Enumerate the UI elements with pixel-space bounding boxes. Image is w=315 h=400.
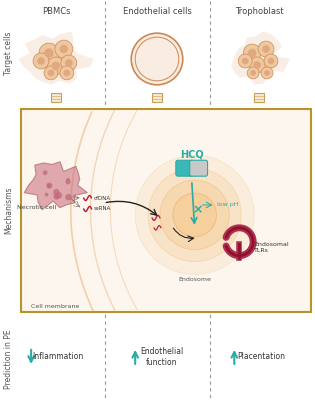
Circle shape [262,45,270,53]
Circle shape [248,49,256,57]
Text: Endosomal
TLRs: Endosomal TLRs [254,242,289,253]
Circle shape [249,57,265,73]
Circle shape [173,193,216,237]
Text: Endothelial
function: Endothelial function [140,347,184,367]
Circle shape [45,193,49,196]
Circle shape [264,70,270,76]
Circle shape [268,58,274,64]
Circle shape [160,180,229,250]
Circle shape [56,192,62,199]
Circle shape [264,54,278,68]
Text: low pH: low pH [217,202,239,208]
FancyBboxPatch shape [176,160,194,176]
Text: Target cells: Target cells [4,31,13,75]
Text: Cell membrane: Cell membrane [31,304,79,309]
Circle shape [60,66,74,80]
Circle shape [258,41,274,57]
Circle shape [253,61,261,69]
Circle shape [47,57,65,75]
Circle shape [135,155,254,274]
Circle shape [66,179,71,184]
Text: Endosome: Endosome [178,278,211,282]
Circle shape [131,33,183,85]
Text: cfDNA: cfDNA [94,196,111,200]
Circle shape [148,168,241,262]
Polygon shape [24,162,88,210]
Circle shape [243,44,261,62]
Circle shape [60,45,68,53]
Circle shape [46,182,52,189]
Circle shape [44,48,54,58]
Circle shape [242,58,249,64]
Circle shape [47,184,51,188]
Circle shape [65,194,72,200]
Polygon shape [19,31,94,84]
Circle shape [54,194,60,200]
Circle shape [53,189,60,195]
Circle shape [61,55,77,71]
Circle shape [37,57,45,65]
Circle shape [52,62,60,70]
Text: Placentation: Placentation [237,352,285,362]
Circle shape [66,178,70,181]
Text: HCQ: HCQ [180,149,203,159]
Text: Necrotic cell: Necrotic cell [16,205,56,210]
Bar [254,93,264,102]
FancyBboxPatch shape [190,160,208,176]
Circle shape [64,70,70,76]
Circle shape [250,70,256,76]
Bar [21,109,311,312]
Polygon shape [231,31,290,85]
Circle shape [44,66,58,80]
Circle shape [261,67,273,79]
Circle shape [238,54,252,68]
Text: Prediction in PE: Prediction in PE [4,329,13,389]
Circle shape [33,53,49,69]
Text: Endothelial cells: Endothelial cells [123,7,192,16]
Text: Inflammation: Inflammation [32,352,83,362]
Text: Trophoblast: Trophoblast [235,7,284,16]
Text: ×: × [192,204,203,216]
Circle shape [43,170,48,175]
Circle shape [48,70,54,76]
Text: Mechanisms: Mechanisms [4,186,13,234]
Circle shape [65,59,72,67]
Text: PBMCs: PBMCs [42,7,70,16]
Bar [152,93,162,102]
Circle shape [39,43,59,63]
Bar [51,93,61,102]
Text: ssRNA: ssRNA [94,206,111,212]
Circle shape [55,40,73,58]
Circle shape [247,67,259,79]
